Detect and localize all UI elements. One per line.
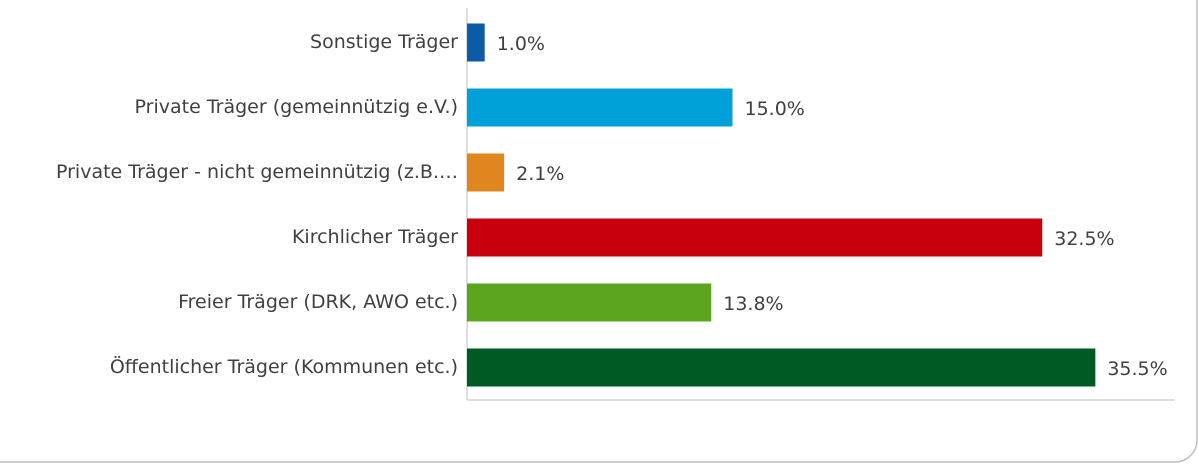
bar [467,348,1096,387]
bar [467,218,1043,257]
category-label: Private Träger - nicht gemeinnützig (z.B… [56,161,458,183]
category-label: Öffentlicher Träger (Kommunen etc.) [110,355,458,378]
value-label: 2.1% [516,163,564,185]
value-label: 15.0% [745,98,805,120]
bar [467,88,733,127]
category-label: Kirchlicher Träger [292,226,458,248]
value-label: 13.8% [723,293,783,315]
bar [467,153,505,192]
category-label: Sonstige Träger [310,31,458,53]
bar [467,23,485,62]
category-label: Private Träger (gemeinnützig e.V.) [135,96,458,118]
value-label: 32.5% [1054,228,1114,250]
value-label: 35.5% [1107,358,1167,380]
value-label: 1.0% [497,33,545,55]
bar [467,283,712,322]
category-label: Freier Träger (DRK, AWO etc.) [178,291,458,313]
